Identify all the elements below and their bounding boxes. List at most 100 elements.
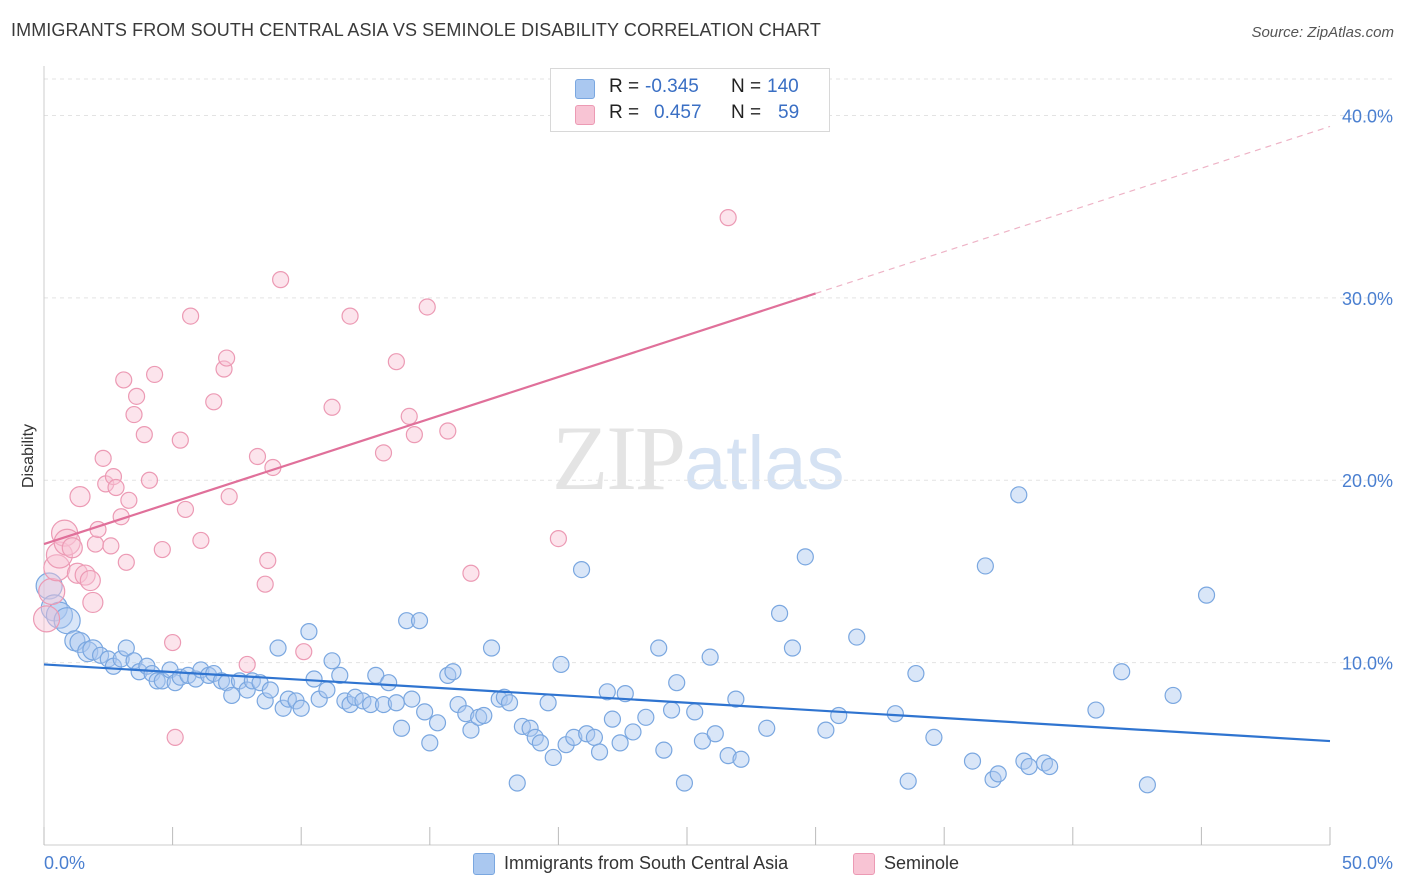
y-axis-title: Disability [20, 424, 37, 488]
data-point [783, 639, 802, 657]
bottom-legend-swatch-immigrants [473, 853, 495, 875]
data-point [976, 557, 994, 575]
data-point [719, 209, 737, 227]
legend-n-label: N = [731, 76, 762, 97]
data-point [572, 561, 591, 579]
data-point [387, 353, 405, 371]
data-point [79, 569, 101, 592]
data-point [112, 650, 130, 668]
data-point [590, 743, 609, 761]
data-point [166, 728, 184, 746]
data-point [616, 685, 634, 703]
data-point [82, 591, 104, 614]
data-point [256, 575, 274, 593]
data-point [1197, 586, 1216, 604]
data-point [259, 551, 277, 570]
data-point [552, 655, 570, 674]
data-point [135, 426, 153, 444]
data-point [457, 705, 475, 723]
data-point [817, 721, 835, 739]
data-point [521, 719, 539, 737]
data-point [374, 695, 393, 714]
data-point [171, 431, 189, 449]
data-point [398, 612, 416, 630]
y-tick-label: 20.0% [1342, 471, 1393, 491]
source-label: Source: ZipAtlas.com [1251, 24, 1394, 41]
trend-line [43, 663, 1331, 743]
data-point [416, 703, 434, 721]
data-point [662, 701, 681, 719]
data-point [899, 772, 917, 790]
data-point [848, 628, 866, 646]
data-point [387, 694, 405, 712]
data-point [611, 734, 629, 752]
data-point [693, 732, 712, 750]
data-point [830, 706, 848, 725]
data-point [727, 690, 745, 708]
data-point [215, 360, 233, 378]
bottom-legend-label: Seminole [884, 853, 960, 873]
data-point [598, 683, 616, 701]
data-point [104, 467, 123, 486]
data-point [963, 752, 982, 770]
legend-r-value: 0.457 [654, 102, 702, 123]
data-point [400, 407, 418, 426]
data-point [374, 444, 393, 462]
data-point [261, 681, 279, 699]
data-point [907, 664, 925, 683]
correlation-legend: R = -0.345 N = 140 R = 0.457 N = 59 [550, 68, 830, 132]
data-point [182, 307, 200, 325]
data-point [1113, 663, 1131, 681]
data-point [69, 486, 91, 508]
legend-r-label: R = [609, 102, 640, 123]
data-point [675, 774, 694, 792]
data-point [668, 674, 686, 692]
data-point [405, 426, 423, 444]
data-point [145, 365, 164, 384]
trend-line [43, 292, 816, 546]
data-point [292, 699, 310, 717]
data-point [392, 719, 411, 737]
axes [43, 66, 1331, 846]
trend-line-extension [815, 125, 1331, 295]
data-point [102, 537, 120, 555]
series-immigrants-points [35, 486, 1216, 794]
data-point [331, 666, 349, 684]
watermark-atlas: atlas [684, 421, 845, 506]
data-point [418, 298, 436, 316]
data-point [125, 405, 143, 424]
data-point [624, 723, 642, 741]
data-point [403, 690, 421, 708]
data-point [300, 623, 318, 641]
data-point [758, 719, 776, 737]
data-point [305, 670, 323, 688]
data-point [164, 633, 182, 652]
data-point [94, 449, 112, 467]
y-tick-label: 40.0% [1342, 106, 1393, 126]
chart-title: IMMIGRANTS FROM SOUTH CENTRAL ASIA VS SE… [11, 20, 821, 40]
data-point [220, 488, 238, 506]
data-point [770, 604, 789, 622]
legend-swatch-immigrants [575, 79, 595, 99]
data-point [248, 447, 267, 466]
legend-swatch-seminole [575, 105, 595, 125]
data-point [318, 681, 336, 699]
x-tick-label: 0.0% [44, 853, 85, 873]
data-point [1020, 757, 1038, 776]
grid [44, 78, 1394, 664]
bottom-legend-label: Immigrants from South Central Asia [504, 853, 789, 873]
data-point [650, 639, 668, 657]
data-point [549, 529, 568, 548]
data-point [482, 639, 501, 657]
data-point [256, 692, 274, 710]
data-point [223, 686, 241, 705]
data-point [686, 703, 704, 721]
data-point [428, 714, 447, 732]
series-seminole-points [32, 209, 737, 746]
data-point [66, 562, 89, 584]
watermark-zip: ZIP [552, 407, 686, 509]
data-point [585, 728, 604, 746]
data-point [115, 371, 133, 389]
data-point [45, 541, 74, 569]
